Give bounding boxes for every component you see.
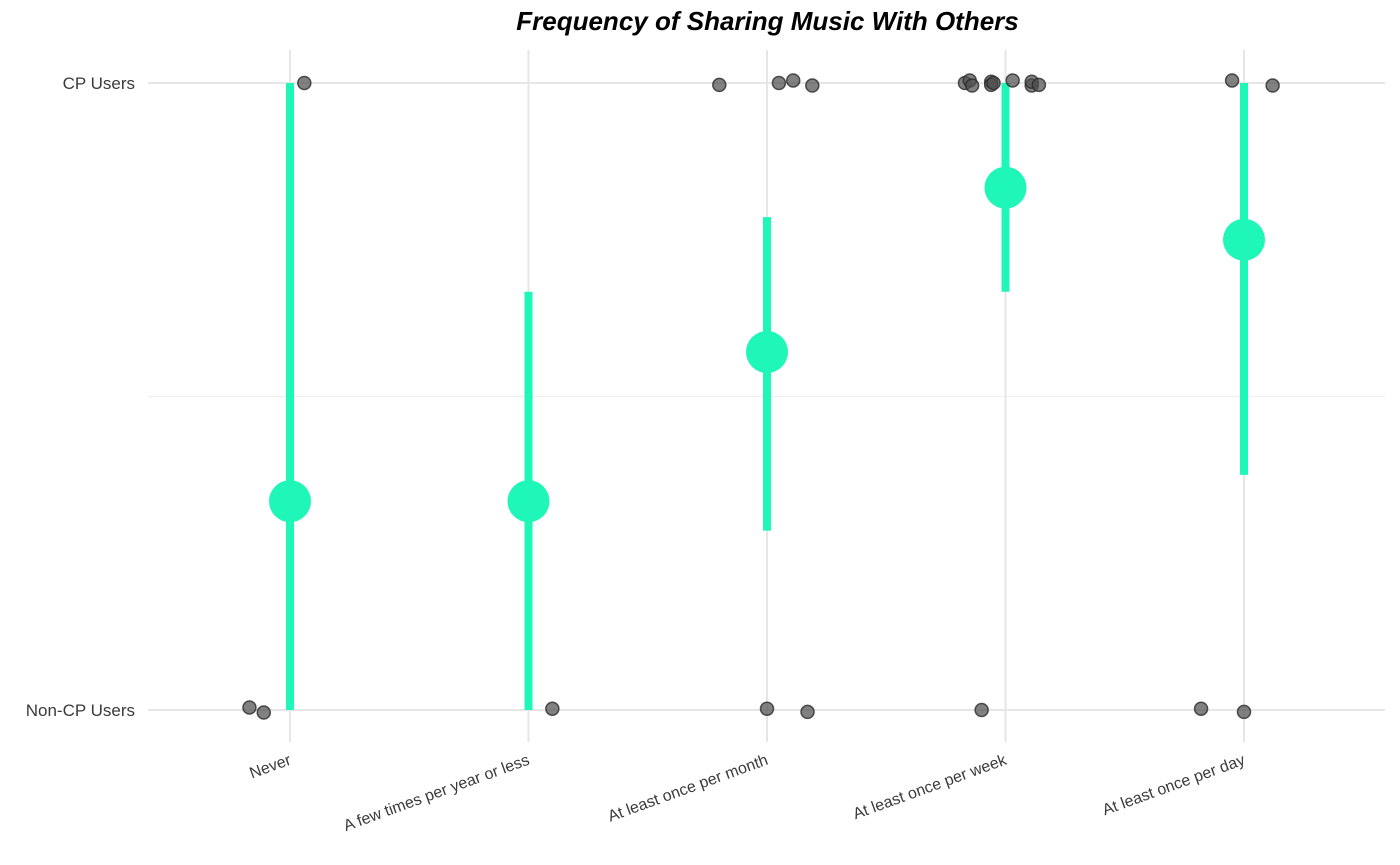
data-point bbox=[712, 77, 727, 93]
data-point bbox=[1224, 73, 1240, 88]
mean-point bbox=[984, 166, 1027, 209]
mean-point bbox=[507, 480, 550, 523]
x-tick-label: At least once per week bbox=[851, 751, 1010, 823]
x-tick-label: A few times per year or less bbox=[341, 752, 531, 835]
y-tick-label: Non-CP Users bbox=[26, 701, 135, 720]
data-point bbox=[785, 73, 801, 88]
data-point bbox=[986, 75, 1001, 91]
mean-point bbox=[1223, 218, 1265, 261]
error-bars bbox=[286, 83, 1248, 710]
data-point bbox=[771, 75, 787, 91]
data-point bbox=[297, 75, 312, 91]
data-point bbox=[1236, 704, 1252, 720]
y-tick-label: CP Users bbox=[63, 74, 135, 93]
data-points bbox=[242, 73, 1280, 720]
data-point bbox=[1193, 701, 1209, 716]
x-tick-label: Never bbox=[247, 752, 294, 783]
chart-title: Frequency of Sharing Music With Others bbox=[516, 6, 1019, 36]
data-point bbox=[974, 702, 989, 718]
data-point bbox=[759, 701, 775, 716]
x-tick-label: At least once per month bbox=[606, 752, 771, 826]
data-point bbox=[1265, 78, 1280, 93]
data-point bbox=[805, 78, 820, 93]
y-axis-ticks: Non-CP Users CP Users bbox=[26, 74, 135, 720]
data-point bbox=[964, 78, 980, 93]
mean-point bbox=[269, 480, 311, 523]
mean-point bbox=[746, 330, 788, 373]
mean-markers bbox=[269, 166, 1265, 523]
data-point bbox=[256, 705, 272, 720]
data-point bbox=[1005, 73, 1020, 88]
data-point bbox=[1031, 77, 1047, 93]
x-axis-ticks: Never A few times per year or less At leas… bbox=[247, 751, 1247, 835]
data-point bbox=[800, 704, 815, 720]
data-point bbox=[242, 700, 257, 715]
data-point bbox=[545, 701, 560, 716]
x-tick-label: At least once per day bbox=[1100, 752, 1247, 819]
